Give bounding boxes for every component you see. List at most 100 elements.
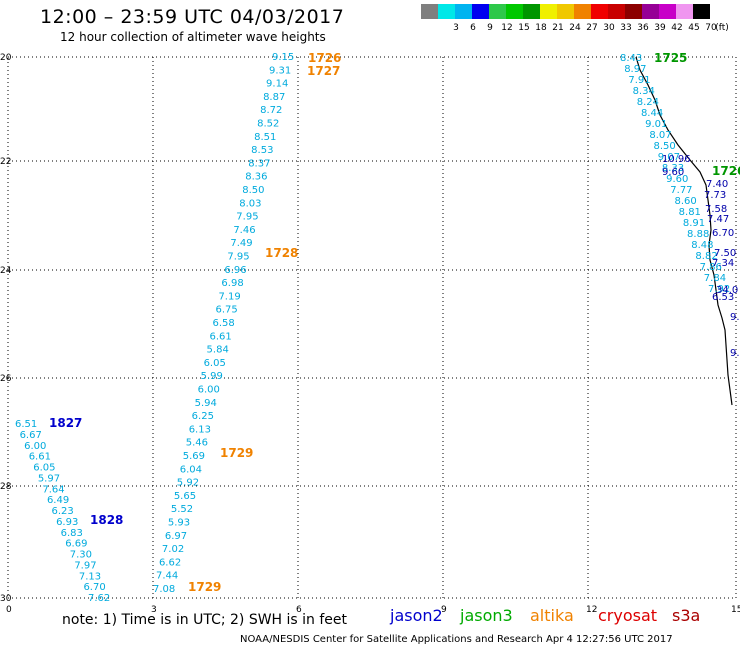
legend-swatch	[540, 4, 557, 19]
wave-height-label: 6.13	[189, 424, 211, 435]
wave-height-label: 5.65	[174, 491, 196, 502]
legend-unit: (ft)	[715, 23, 729, 33]
wave-height-label: 8.50	[654, 141, 676, 152]
legend-swatch	[574, 4, 591, 19]
wave-height-label: 6.83	[61, 528, 83, 539]
wave-height-label: 6.69	[65, 539, 87, 550]
wave-height-label: 7.30	[70, 550, 92, 561]
wave-height-label: 7.08	[153, 584, 175, 595]
wave-height-label: 8.60	[674, 196, 696, 207]
wave-height-label: 9.07	[658, 152, 680, 163]
lat-tick-label: 30	[0, 594, 12, 604]
wave-height-label: 6.70	[83, 582, 105, 593]
wave-tracks: 9.15 9.31 9.14 8.87 8.72 8.52 8.51 8.53 8.37 8.36…	[15, 52, 740, 604]
wave-height-label: 7.50	[714, 248, 736, 259]
legend-swatch	[421, 4, 438, 19]
wave-height-label: 6.75	[215, 305, 237, 316]
legend-label: 36	[637, 23, 649, 33]
lon-tick-label: 9	[441, 605, 447, 615]
wave-height-label: 6.67	[20, 430, 42, 441]
wave-height-label: 7.19	[218, 291, 240, 302]
wave-height-label: 9.60	[666, 174, 688, 185]
pass-number-label: 1828	[90, 513, 123, 527]
wave-height-label: 6.93	[56, 517, 78, 528]
legend-label: 3	[453, 23, 459, 33]
wave-height-label: 7.47	[707, 214, 729, 225]
legend-swatch	[625, 4, 642, 19]
wave-height-label: 7.73	[704, 190, 726, 201]
legend-swatch	[642, 4, 659, 19]
wave-height-label: 8.34	[633, 86, 655, 97]
wave-height-label: 7.86	[700, 262, 722, 273]
wave-height-label: 7.44	[156, 571, 178, 582]
wave-height-label: 8.72	[260, 105, 282, 116]
wave-height-label: 5.46	[186, 438, 208, 449]
wave-height-label: 5.92	[177, 478, 199, 489]
legend-label: 27	[586, 23, 598, 33]
legend-label: 9	[487, 23, 493, 33]
wave-height-label: 5.69	[183, 451, 205, 462]
legend-swatch	[506, 4, 523, 19]
map-subtitle: 12 hour collection of altimeter wave hei…	[60, 30, 326, 44]
legend-label: 39	[654, 23, 666, 33]
lon-tick-label: 12	[586, 605, 597, 615]
coastline	[635, 56, 733, 406]
pass-number-label: 1729	[220, 446, 253, 460]
legend-label: 42	[671, 23, 683, 33]
wave-height-label: 10.96	[662, 154, 691, 165]
wave-height-label: 8.33	[662, 163, 684, 174]
legend-swatch	[693, 4, 710, 19]
wave-height-label: 6.23	[52, 506, 74, 517]
wave-height-label: 8.37	[248, 158, 270, 169]
legend-label: 12	[501, 23, 513, 33]
legend-label: 33	[620, 23, 632, 33]
wave-height-label: 8.53	[251, 145, 273, 156]
legend-swatch	[659, 4, 676, 19]
coastline-path	[635, 56, 733, 406]
footer-note: note: 1) Time is in UTC; 2) SWH is in fe…	[62, 612, 348, 628]
wave-height-label: 5.93	[168, 518, 190, 529]
lat-tick-label: 24	[0, 266, 12, 276]
lon-tick-label: 0	[6, 605, 12, 615]
pass-labels: 172617271728172917291827182817251726	[49, 51, 740, 594]
wave-height-label: 6.53	[712, 292, 734, 303]
satellite-name: cryosat	[598, 606, 658, 625]
plot-frame	[7, 56, 737, 599]
wave-height-label: 8.48	[691, 240, 713, 251]
wave-height-label: 6.61	[210, 331, 232, 342]
wave-height-label: 7.95	[236, 212, 258, 223]
legend-swatch	[489, 4, 506, 19]
wave-height-label: 5.52	[171, 504, 193, 515]
wave-height-label: 6.97	[165, 531, 187, 542]
wave-height-label: 7.13	[79, 571, 101, 582]
wave-height-label: 6.00	[198, 385, 220, 396]
legend-label: 30	[603, 23, 615, 33]
legend-label: 45	[688, 23, 700, 33]
wave-height-label: 7.40	[706, 179, 728, 190]
wave-height-label: 7.58	[705, 204, 727, 215]
legend-swatch	[455, 4, 472, 19]
wave-height-label: 7.02	[162, 544, 184, 555]
wave-height-label: 7.64	[42, 484, 64, 495]
wave-height-label: 5.97	[38, 473, 60, 484]
wave-height-label: 9.01	[645, 119, 667, 130]
grid-lines	[7, 56, 737, 599]
legend-label: 21	[552, 23, 564, 33]
wave-height-label: 8.50	[242, 185, 264, 196]
wave-height-label: 7.77	[670, 185, 692, 196]
pass-number-label: 1727	[307, 64, 340, 78]
pass-number-label: 1726	[308, 51, 341, 65]
lon-tick-label: 3	[151, 605, 157, 615]
wave-height-label: 6.96	[224, 265, 246, 276]
legend-swatch	[523, 4, 540, 19]
wave-height-label: 5.99	[201, 371, 223, 382]
wave-height-label: 6.58	[213, 318, 235, 329]
wave-height-label: 6.61	[29, 452, 51, 463]
legend-swatch	[591, 4, 608, 19]
legend-label: 6	[470, 23, 476, 33]
wave-height-label: 7.95	[227, 252, 249, 263]
wave-height-label: 9.31	[269, 65, 291, 76]
wave-height-label: 8.03	[239, 198, 261, 209]
pass-number-label: 1729	[188, 580, 221, 594]
